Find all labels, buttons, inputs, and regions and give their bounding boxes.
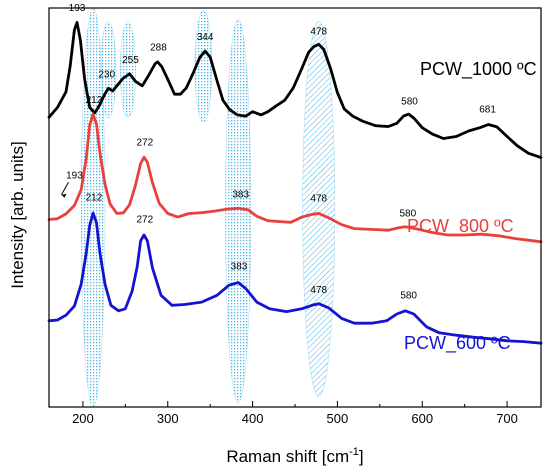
series-line-2 — [47, 211, 543, 345]
x-tick-label: 700 — [496, 411, 518, 426]
peak-label-212: 212 — [86, 193, 103, 204]
peak-label-383: 383 — [231, 261, 248, 272]
peak-label-230: 230 — [98, 69, 115, 80]
peak-label-383: 383 — [232, 190, 249, 201]
peak-label-580: 580 — [400, 290, 417, 301]
x-tick-label: 500 — [327, 411, 349, 426]
peak-labels: 193 230 255 288 344 478 580 681 212 272 193 383 478 5… — [61, 3, 496, 301]
x-axis-title-main: Raman shift [cm — [226, 447, 349, 466]
peak-193-arrow-head — [61, 193, 67, 198]
x-tick-label: 200 — [72, 411, 94, 426]
peak-193-arrow-line — [61, 182, 69, 195]
highlight-bands — [80, 7, 336, 408]
series-line-0 — [47, 21, 543, 159]
series-line-1 — [47, 112, 543, 244]
series-label-2: PCW_600 ºC — [404, 333, 511, 354]
x-axis-title-superscript: -1 — [349, 446, 359, 458]
x-tick-label: 600 — [411, 411, 433, 426]
peak-label-272: 272 — [137, 215, 154, 226]
x-tick-label: 400 — [242, 411, 264, 426]
peak-label-288: 288 — [150, 43, 167, 54]
series-label-0: PCW_1000 ºC — [420, 59, 537, 80]
x-axis-title: Raman shift [cm-1] — [226, 446, 363, 466]
peak-label-478: 478 — [310, 194, 327, 205]
series-label-1: PCW_800 ºC — [407, 216, 514, 237]
x-axis-title-end: ] — [359, 447, 364, 466]
peak-label-193: 193 — [69, 3, 86, 14]
x-axis: 200 300 400 500 600 700 — [72, 401, 518, 426]
y-axis-title: Intensity [arb. units] — [8, 141, 27, 288]
peak-label-255: 255 — [122, 55, 139, 66]
highlight-band-478 — [302, 21, 336, 397]
peak-label-681: 681 — [479, 105, 496, 116]
x-tick-label: 300 — [157, 411, 179, 426]
spectra — [47, 21, 543, 345]
peak-label-212: 212 — [86, 95, 103, 106]
series-labels: PCW_1000 ºC PCW_800 ºC PCW_600 ºC — [404, 59, 537, 354]
peak-label-193: 193 — [66, 170, 83, 181]
peak-label-272: 272 — [137, 138, 154, 149]
peak-label-580: 580 — [401, 97, 418, 108]
peak-label-478: 478 — [310, 27, 327, 38]
peak-label-344: 344 — [197, 32, 214, 43]
highlight-band-253 — [119, 21, 136, 119]
peak-label-478: 478 — [310, 285, 327, 296]
peak-label-580: 580 — [399, 208, 416, 219]
